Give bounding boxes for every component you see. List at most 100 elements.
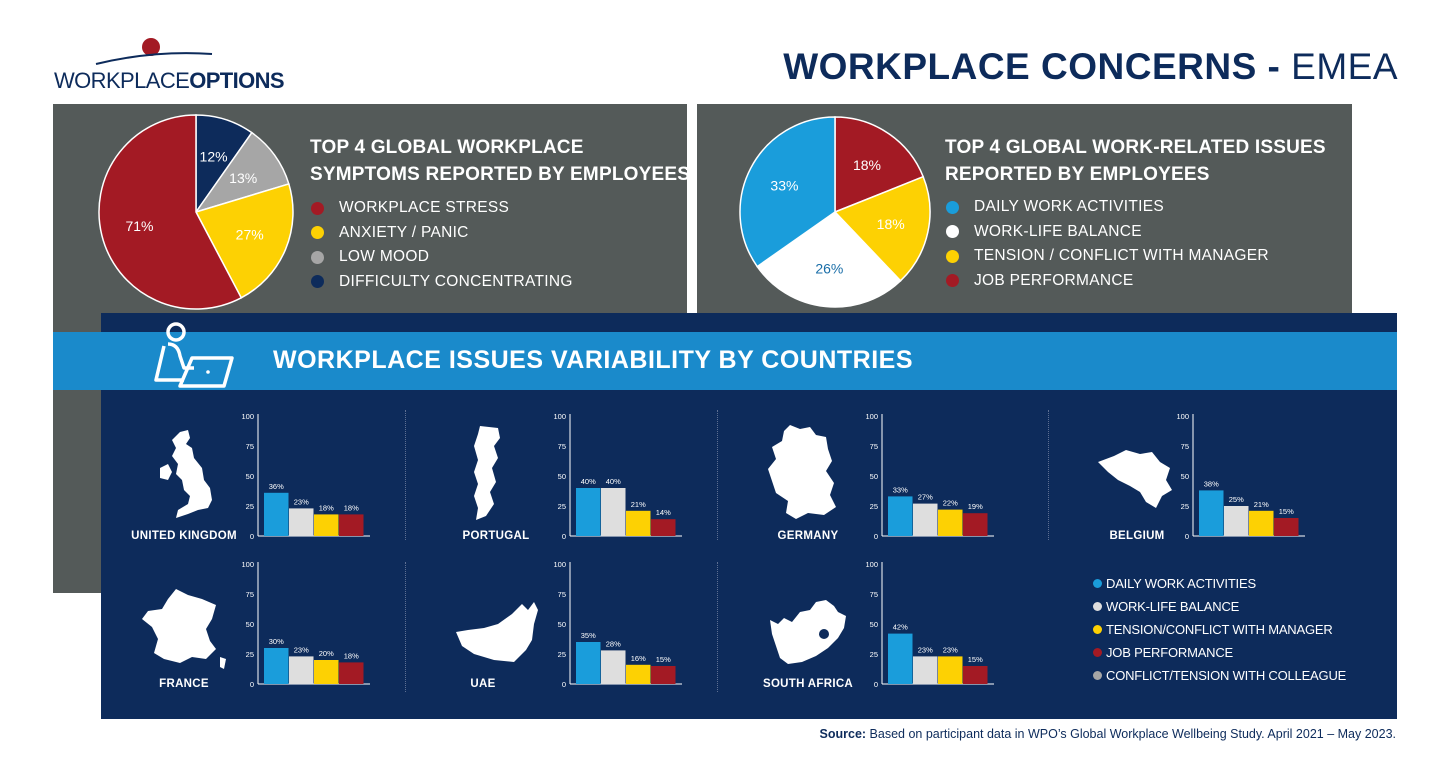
bar-chart-legend: DAILY WORK ACTIVITIES WORK-LIFE BALANCE … [1093,572,1346,687]
bar [289,508,314,536]
belgium-map-icon [1098,450,1172,508]
legend-label: WORKPLACE STRESS [339,199,510,217]
pie-slice-label: 33% [770,178,798,194]
issues-pie-title-line-2: REPORTED BY EMPLOYEES [945,164,1210,185]
symptoms-pie-title-line-1: TOP 4 GLOBAL WORKPLACE [310,137,584,158]
bar-value-label: 15% [1279,507,1294,516]
country-label-germany: GERMANY [777,530,839,542]
bar-value-label: 23% [294,497,309,506]
legend-item: DIFFICULTY CONCENTRATING [311,270,573,295]
bar-value-label: 20% [319,649,334,658]
y-tick-label: 50 [1181,472,1189,481]
bar [913,656,938,684]
y-tick-label: 75 [246,590,254,599]
bar [289,656,314,684]
y-tick-label: 50 [870,620,878,629]
bar-value-label: 40% [581,477,596,486]
countries-band [53,332,1397,390]
legend-label: DAILY WORK ACTIVITIES [1106,576,1256,591]
y-tick-label: 75 [1181,442,1189,451]
y-tick-label: 25 [870,502,878,511]
y-tick-label: 0 [562,532,566,541]
pie-slice-label: 18% [877,216,905,232]
legend-dot-icon [311,226,324,240]
bar [626,664,651,684]
legend-dot-icon [1093,671,1102,680]
column-divider [405,410,406,540]
pie-slice [833,175,931,282]
legend-dot-icon [1093,602,1102,611]
bar-value-label: 23% [918,645,933,654]
page-title-main: WORKPLACE CONCERNS [783,46,1257,87]
y-tick-label: 75 [870,590,878,599]
source-text: Based on participant data in WPO’s Globa… [866,727,1396,741]
legend-dot-icon [1093,579,1102,588]
uae-bar-chart: 100 75 50 25 0 35% 28% 16% 15% [553,560,682,689]
legend-item: DAILY WORK ACTIVITIES [1093,572,1346,595]
legend-item: TENSION / CONFLICT WITH MANAGER [946,244,1269,269]
y-tick-label: 75 [246,442,254,451]
country-label-belgium: BELGIUM [1109,530,1165,542]
legend-dot-icon [946,274,959,288]
country-label-france: FRANCE [159,678,209,690]
bar-value-label: 38% [1204,479,1219,488]
y-tick-label: 25 [558,650,566,659]
bar-value-label: 28% [606,639,621,648]
y-tick-label: 75 [558,442,566,451]
bar [651,666,676,684]
bar-value-label: 23% [943,645,958,654]
pie-slice-label: 13% [229,170,257,186]
bar [576,642,601,684]
logo-swoosh-icon [95,52,213,65]
column-divider [717,410,718,540]
y-tick-label: 50 [246,472,254,481]
legend-dot-icon [946,200,959,214]
symptoms-pie-title: TOP 4 GLOBAL WORKPLACE SYMPTOMS REPORTED… [310,134,690,188]
bar-value-label: 19% [968,502,983,511]
pie-slice-label: 26% [815,261,843,277]
page-title-region: EMEA [1291,46,1398,87]
logo-word-options: OPTIONS [189,68,284,93]
bar-value-label: 18% [344,503,359,512]
pie-slice-label: 18% [853,157,881,173]
issues-legend: DAILY WORK ACTIVITIES WORK-LIFE BALANCE … [946,195,1269,293]
bar [913,503,938,536]
bar-value-label: 15% [656,655,671,664]
pie-slice-label: 27% [236,226,264,242]
bar [888,633,913,684]
y-tick-label: 0 [1185,532,1189,541]
legend-label: JOB PERFORMANCE [1106,645,1234,660]
bar-value-label: 23% [294,645,309,654]
bar [1199,490,1224,536]
france-bar-chart: 100 75 50 25 0 30% 23% 20% 18% [241,560,370,689]
y-tick-label: 0 [250,680,254,689]
y-tick-label: 25 [558,502,566,511]
y-tick-label: 50 [870,472,878,481]
legend-label: TENSION / CONFLICT WITH MANAGER [974,247,1269,265]
bar-value-label: 30% [269,637,284,646]
issues-pie-title: TOP 4 GLOBAL WORK-RELATED ISSUES REPORTE… [945,134,1326,188]
pie-slice [194,182,294,299]
column-divider [405,562,406,692]
issues-pie-title-line-1: TOP 4 GLOBAL WORK-RELATED ISSUES [945,137,1326,158]
y-tick-label: 0 [874,680,878,689]
legend-dot-icon [946,225,959,239]
bar-value-label: 33% [893,485,908,494]
y-tick-label: 100 [1176,412,1189,421]
y-tick-label: 75 [558,590,566,599]
legend-dot-icon [311,201,324,215]
column-divider [717,562,718,692]
y-tick-label: 75 [870,442,878,451]
portugal-map-icon [474,426,500,520]
y-tick-label: 100 [865,412,878,421]
legend-item: WORK-LIFE BALANCE [946,220,1269,245]
bar [938,656,963,684]
bar [576,488,601,536]
y-tick-label: 50 [558,472,566,481]
bar [601,650,626,684]
bar [339,514,364,536]
legend-item: LOW MOOD [311,245,573,270]
bar-value-label: 42% [893,623,908,632]
y-tick-label: 0 [250,532,254,541]
south-africa-map-icon [770,600,846,664]
